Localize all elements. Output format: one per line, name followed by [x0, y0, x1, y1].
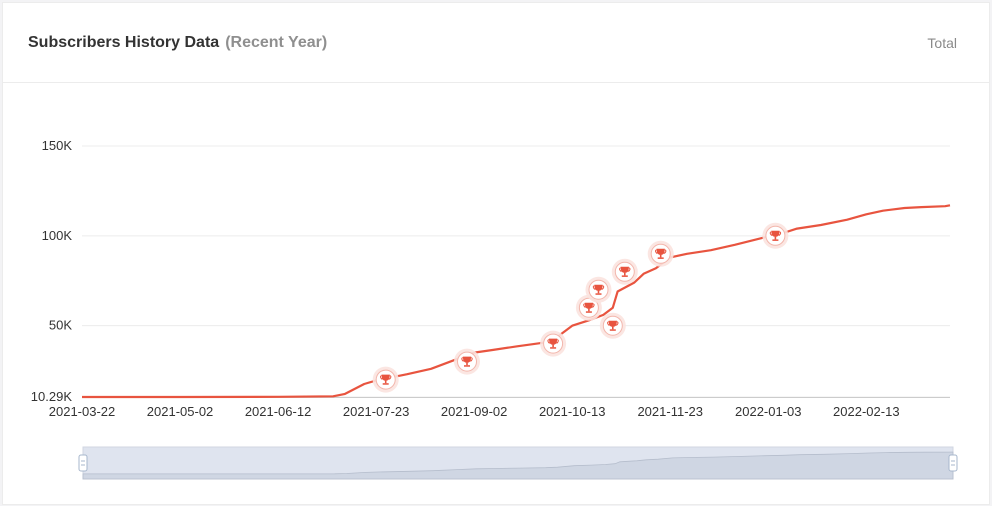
trophy-stem	[612, 326, 614, 330]
trophy-cup	[462, 356, 472, 363]
trophy-handles	[461, 357, 473, 362]
trophy-stem	[588, 308, 590, 312]
trophy-stem	[466, 362, 468, 366]
trophy-handles	[769, 231, 782, 236]
trophy-base	[382, 383, 389, 385]
x-tick-label: 2021-10-13	[539, 404, 606, 419]
trophy-base	[772, 239, 779, 241]
trophy-handles	[583, 303, 595, 308]
trophy-base	[550, 347, 557, 349]
trophy-handles	[592, 285, 605, 290]
chart-subtitle: (Recent Year)	[225, 34, 328, 51]
milestone-markers	[372, 222, 789, 393]
trophy-stem	[552, 344, 554, 348]
trophy-cup	[620, 266, 629, 274]
total-toggle-button[interactable]: Total	[927, 35, 957, 51]
y-tick-label: 100K	[42, 228, 73, 243]
subscriber-line	[82, 204, 951, 399]
trophy-handles	[380, 375, 392, 380]
x-tick-label: 2021-07-23	[343, 404, 410, 419]
grid-lines	[82, 145, 950, 398]
x-tick-label: 2021-05-02	[147, 404, 214, 419]
series-layer	[82, 204, 951, 399]
chart-title-text: Subscribers History Data	[28, 34, 220, 51]
trophy-icon[interactable]	[762, 222, 789, 249]
trophy-stem	[659, 254, 662, 258]
trophy-icon[interactable]	[540, 330, 567, 357]
x-tick-label: 2021-03-22	[49, 404, 116, 419]
x-tick-label: 2021-11-23	[637, 404, 703, 419]
trophy-icon[interactable]	[585, 276, 612, 303]
trophy-base	[585, 311, 592, 313]
y-tick-label: 10.29K	[31, 389, 73, 404]
trophy-cup	[381, 374, 390, 381]
trophy-handles	[547, 339, 559, 344]
y-axis: 10.29K 50K 100K 150K	[31, 138, 73, 404]
trophy-base	[609, 329, 616, 331]
trophy-stem	[624, 272, 626, 276]
x-tick-label: 2021-06-12	[245, 404, 312, 419]
trophy-cup	[548, 338, 558, 345]
trophy-handles	[607, 321, 619, 326]
trophy-handles	[619, 267, 631, 272]
trophy-icon[interactable]	[599, 312, 626, 339]
trophy-base	[621, 275, 628, 277]
trophy-base	[464, 365, 470, 367]
x-tick-label: 2022-01-03	[735, 404, 802, 419]
trophy-handles	[655, 249, 667, 254]
trophy-stem	[774, 236, 777, 240]
y-tick-label: 150K	[42, 138, 73, 153]
trophy-cup	[594, 284, 603, 291]
x-tick-label: 2021-09-02	[441, 404, 508, 419]
trophy-cup	[608, 320, 617, 327]
x-axis: 2021-03-22 2021-05-02 2021-06-12 2021-07-23…	[49, 404, 900, 419]
zoom-handle-right[interactable]	[948, 454, 958, 472]
trophy-stem	[597, 290, 600, 294]
x-tick-label: 2022-02-13	[833, 404, 900, 419]
zoom-handle-grip[interactable]	[948, 454, 958, 472]
trophy-cup	[584, 302, 594, 309]
zoom-handle-grip[interactable]	[78, 454, 88, 472]
trophy-icon[interactable]	[454, 348, 480, 375]
trophy-cup	[771, 230, 780, 238]
zoom-handle-left[interactable]	[78, 454, 88, 472]
trophy-stem	[384, 380, 387, 384]
trophy-icon[interactable]	[372, 366, 399, 393]
y-tick-label: 50K	[49, 318, 72, 333]
zoom-preview-area	[82, 451, 954, 480]
data-zoom-slider[interactable]	[78, 446, 958, 480]
chart-title: Subscribers History Data (Recent Year)	[28, 34, 327, 52]
trophy-icon[interactable]	[611, 258, 638, 285]
trophy-base	[657, 257, 664, 259]
trophy-icon[interactable]	[647, 240, 674, 267]
trophy-base	[595, 293, 602, 295]
trophy-cup	[656, 248, 665, 256]
card-header: Subscribers History Data (Recent Year) To…	[3, 3, 989, 83]
